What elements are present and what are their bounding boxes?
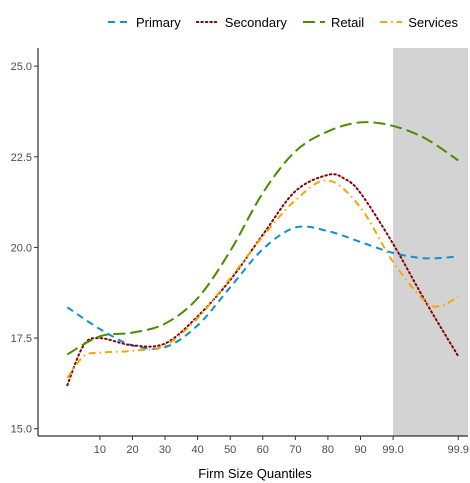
y-tick-label: 15.0 [11,424,32,436]
x-tick-label: 30 [159,444,171,456]
x-tick-label: 99.0 [382,444,403,456]
series-line-retail [66,121,459,356]
y-axis: 15.0 17.5 20.0 22.5 25.0 [11,48,39,436]
y-tick-label: 20.0 [11,242,32,254]
series-line-services [66,179,459,379]
legend-item-retail: Retail [302,15,364,30]
x-tick-label: 20 [126,444,138,456]
legend-label: Services [408,15,458,30]
legend-label: Retail [331,15,364,30]
x-tick-label: 50 [224,444,236,456]
y-tick-label: 22.5 [11,152,32,164]
y-tick-label: 17.5 [11,333,32,345]
x-tick-label: 40 [191,444,203,456]
legend: Primary Secondary Retail Services [108,15,459,30]
x-tick-label: 80 [322,444,334,456]
x-tick-label: 10 [94,444,106,456]
legend-item-secondary: Secondary [195,15,288,30]
shaded-region [393,48,468,436]
legend-label: Primary [136,15,181,30]
legend-item-primary: Primary [108,15,181,30]
x-tick-label: 60 [257,444,269,456]
x-axis-title: Firm Size Quantiles [198,466,312,481]
x-axis: 10 20 30 40 50 60 70 80 90 99.0 99.9 [38,435,469,456]
plot-area [66,48,468,436]
x-tick-label: 90 [354,444,366,456]
x-tick-label: 70 [289,444,301,456]
y-tick-label: 25.0 [11,61,32,73]
legend-item-services: Services [380,15,459,30]
legend-label: Secondary [225,15,288,30]
x-tick-label: 99.9 [448,444,469,456]
series-line-secondary [66,173,460,387]
